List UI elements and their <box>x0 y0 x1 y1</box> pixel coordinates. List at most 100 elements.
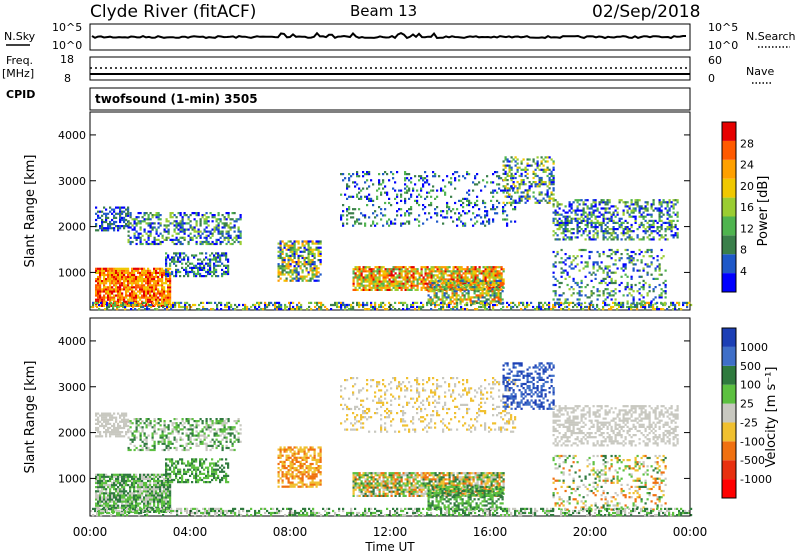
echo-cell <box>133 236 136 239</box>
echo-cell <box>614 271 617 274</box>
echo-cell <box>660 205 663 208</box>
echo-cell <box>125 300 128 303</box>
echo-cell <box>232 308 235 311</box>
echo-cell <box>499 302 502 305</box>
echo-cell <box>117 278 120 281</box>
echo-cell <box>101 229 104 232</box>
echo-cell <box>281 265 284 268</box>
echo-cell <box>163 292 166 295</box>
echo-cell <box>508 174 511 178</box>
echo-cell <box>574 217 577 220</box>
echo-cell <box>109 273 112 277</box>
echo-cell <box>486 266 489 269</box>
echo-cell <box>544 170 547 173</box>
echo-cell <box>398 270 401 273</box>
echo-cell <box>301 277 304 280</box>
echo-cell <box>454 305 457 309</box>
echo-cell <box>582 201 585 204</box>
echo-cell <box>574 211 577 214</box>
nsky-label: N.Sky <box>4 30 36 43</box>
echo-cell <box>225 230 228 233</box>
echo-cell <box>580 279 583 282</box>
echo-cell <box>346 218 349 221</box>
echo-cell <box>556 238 559 241</box>
freq-unit: [MHz] <box>2 67 34 80</box>
power-y-axis-label: Slant Range [km] <box>23 155 38 268</box>
echo-cell <box>414 301 417 304</box>
echo-cell <box>396 266 399 269</box>
echo-cell <box>97 494 100 497</box>
echo-cell <box>586 215 589 218</box>
echo-cell <box>412 187 415 190</box>
echo-cell <box>111 286 114 289</box>
echo-cell <box>99 271 102 274</box>
echo-cell <box>443 279 446 282</box>
echo-cell <box>467 279 470 282</box>
echo-cell <box>360 197 363 200</box>
echo-cell <box>582 248 585 252</box>
echo-cell <box>145 271 148 274</box>
echo-cell <box>408 222 411 225</box>
echo-cell <box>532 176 535 180</box>
echo-cell <box>477 298 480 301</box>
echo-cell <box>554 292 557 295</box>
echo-cell <box>438 303 441 307</box>
echo-cell <box>374 216 377 219</box>
echo-cell <box>277 246 280 249</box>
echo-cell <box>233 220 236 223</box>
echo-cell <box>570 207 573 210</box>
echo-cell <box>164 301 167 304</box>
echo-cell <box>658 207 661 210</box>
echo-cell <box>610 298 613 301</box>
echo-cell <box>183 275 186 278</box>
echo-cell <box>606 226 609 229</box>
echo-cell <box>458 179 461 182</box>
echo-cell <box>460 270 463 273</box>
echo-cell <box>298 305 301 309</box>
echo-cell <box>576 232 579 235</box>
echo-cell <box>564 223 567 227</box>
echo-cell <box>460 268 463 271</box>
echo-cell <box>424 274 427 277</box>
echo-cell <box>652 219 655 222</box>
echo-cell <box>493 294 496 297</box>
echo-cell <box>187 240 190 244</box>
echo-cell <box>392 173 395 176</box>
echo-cell <box>219 256 222 259</box>
echo-cell <box>594 217 597 220</box>
echo-cell <box>592 263 595 266</box>
echo-cell <box>125 290 128 293</box>
echo-cell <box>364 181 367 184</box>
echo-cell <box>514 185 517 188</box>
echo-cell <box>119 290 122 293</box>
echo-cell <box>183 214 186 217</box>
echo-cell <box>305 263 308 266</box>
echo-cell <box>420 266 423 269</box>
echo-cell <box>362 278 365 281</box>
echo-cell <box>372 212 375 215</box>
echo-cell <box>610 294 613 297</box>
echo-cell <box>430 270 433 273</box>
echo-cell <box>137 236 140 239</box>
echo-cell <box>115 271 118 274</box>
echo-cell <box>442 305 445 309</box>
echo-cell <box>506 201 509 205</box>
echo-cell <box>121 288 124 291</box>
echo-cell <box>650 305 653 309</box>
echo-cell <box>163 298 166 301</box>
echo-cell <box>626 232 629 235</box>
echo-cell <box>660 257 663 260</box>
echo-cell <box>348 308 351 311</box>
echo-cell <box>366 195 369 198</box>
echo-cell <box>414 268 417 271</box>
echo-cell <box>562 269 565 272</box>
echo-cell <box>139 240 142 244</box>
echo-cell <box>246 305 249 309</box>
echo-cell <box>626 300 629 303</box>
echo-cell <box>429 290 432 293</box>
echo-cell <box>424 177 427 180</box>
echo-cell <box>135 242 138 246</box>
echo-cell <box>225 236 228 239</box>
echo-cell <box>440 268 443 271</box>
echo-cell <box>490 274 493 277</box>
